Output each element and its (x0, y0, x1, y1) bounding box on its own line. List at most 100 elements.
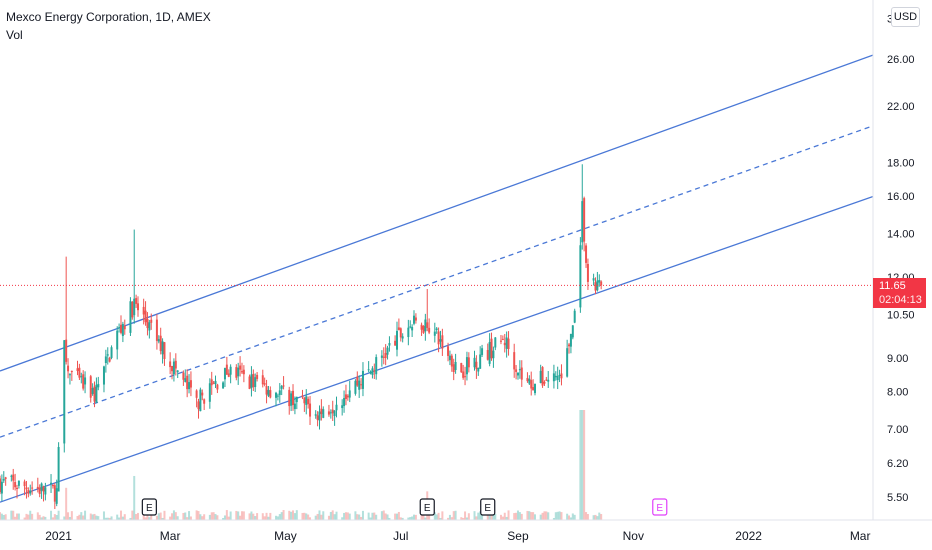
candle-body (225, 364, 228, 375)
volume-bar (335, 511, 338, 520)
price-axis: 5.506.207.008.009.0010.5012.0014.0016.00… (872, 0, 932, 550)
candle-body (44, 487, 47, 495)
candle-body (507, 338, 510, 350)
candle-body (316, 415, 319, 420)
candle-body (492, 350, 495, 359)
volume-bar (541, 512, 544, 520)
candle-body (159, 335, 162, 352)
volume-bar (216, 515, 219, 520)
candle-body (513, 352, 516, 370)
candle-body (76, 368, 79, 371)
candle-body (467, 357, 470, 368)
volume-bar (16, 513, 19, 520)
earnings-marker-label: E (484, 503, 491, 514)
earnings-marker[interactable]: E (652, 498, 668, 516)
candle-body (598, 279, 601, 283)
candle-body (104, 356, 107, 363)
candle-body (346, 395, 349, 398)
volume-bar (288, 510, 291, 520)
volume-bar (373, 512, 376, 520)
earnings-marker[interactable]: E (141, 498, 157, 516)
volume-bar (70, 511, 73, 520)
candle-body (123, 325, 126, 330)
candle-body (560, 373, 563, 379)
volume-bar (356, 514, 359, 520)
volume-indicator-label[interactable]: Vol (6, 28, 23, 42)
channel-lower-line[interactable] (0, 176, 929, 503)
volume-bar (413, 514, 416, 520)
candle-body (133, 298, 136, 316)
candle-body (227, 373, 230, 377)
price-axis-panel[interactable] (873, 0, 932, 550)
channel-middle-line[interactable] (0, 105, 929, 438)
volume-bar (261, 513, 264, 520)
candle-body (303, 397, 306, 404)
candle-body (40, 483, 43, 491)
candle-body (505, 337, 508, 349)
candle-body (240, 371, 243, 373)
volume-bar (242, 511, 245, 520)
volume-bar (437, 512, 440, 520)
price-tick-label: 8.00 (887, 386, 908, 398)
candle-body (189, 380, 192, 388)
candle-body (223, 368, 226, 380)
volume-bar (394, 513, 397, 520)
candle-body (116, 330, 119, 350)
volume-bar (596, 516, 599, 520)
volume-bar (501, 516, 504, 520)
volume-bar (329, 511, 332, 520)
candle-body (473, 357, 476, 368)
volume-bar (275, 515, 278, 520)
volume-bar (91, 514, 94, 520)
volume-bar (89, 513, 92, 520)
candle-body (534, 383, 537, 394)
volume-bar (560, 512, 563, 520)
candle-body (422, 326, 425, 333)
candle-body (119, 324, 122, 333)
candle-body (150, 319, 153, 323)
candle-body (222, 382, 225, 389)
candle-body (242, 369, 245, 375)
volume-bar (464, 511, 467, 520)
channel-upper-line[interactable] (0, 34, 929, 372)
candle-body (420, 324, 423, 330)
earnings-marker[interactable]: E (480, 498, 496, 516)
candle-body (70, 370, 73, 373)
volume-bar (454, 510, 457, 520)
candle-body (569, 334, 572, 347)
candle-body (307, 398, 310, 405)
candle-body (600, 281, 603, 286)
candle-body (121, 323, 124, 337)
volume-bar (278, 514, 281, 520)
volume-bar (12, 510, 15, 520)
candle-body (80, 376, 83, 378)
earnings-marker[interactable]: E (419, 498, 435, 516)
candle-body (0, 481, 3, 494)
volume-bar (301, 512, 304, 520)
candle-body (465, 357, 468, 375)
volume-bar (530, 512, 533, 520)
candle-body (157, 339, 160, 342)
volume-bar (492, 511, 495, 520)
candle-body (585, 245, 588, 263)
volume-bar (320, 514, 323, 520)
currency-button[interactable]: USD (891, 7, 920, 27)
volume-bar (269, 512, 272, 520)
symbol-title[interactable]: Mexco Energy Corporation, 1D, AMEX (6, 10, 211, 24)
volume-bar (78, 514, 81, 520)
candle-body (278, 390, 281, 395)
candle-body (318, 411, 321, 421)
candle-body (568, 344, 571, 347)
volume-bar (360, 516, 363, 520)
volume-bar (515, 512, 518, 520)
candle-body (526, 377, 529, 382)
volume-bar (433, 512, 436, 520)
volume-bar (212, 512, 215, 520)
time-tick-label: May (274, 529, 297, 543)
candle-body (356, 376, 359, 386)
candle-body (479, 354, 482, 369)
volume-bar (547, 512, 550, 520)
candle-body (0, 478, 1, 493)
candle-body (327, 411, 330, 415)
